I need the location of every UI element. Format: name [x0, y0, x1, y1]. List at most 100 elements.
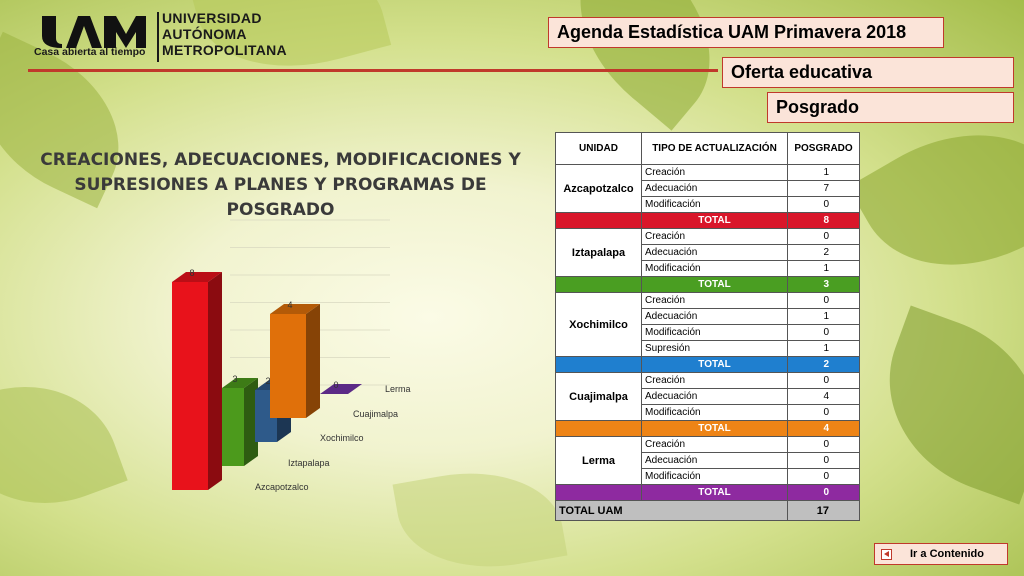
- grand-total-value: 17: [787, 500, 860, 521]
- tipo-cell: Modificación: [641, 468, 788, 485]
- chart-title-line-1: CREACIONES, ADECUACIONES, MODIFICACIONES…: [40, 150, 521, 170]
- ir-a-contenido-button[interactable]: Ir a Contenido: [874, 543, 1008, 565]
- total-spacer-cell: [555, 420, 642, 437]
- total-value-cell: 3: [787, 276, 860, 293]
- table-row: Adecuación 2: [556, 244, 860, 261]
- leaf-decoration: [0, 358, 128, 532]
- posgrado-value-cell: 2: [787, 244, 860, 261]
- table-row: Iztapalapa Creación 0: [555, 228, 860, 277]
- bar-front: [270, 314, 306, 418]
- tipo-cell: Creación: [641, 228, 788, 245]
- total-spacer-cell: [555, 212, 642, 229]
- unit-cell: Iztapalapa: [555, 228, 642, 277]
- tipo-cell: Creación: [641, 292, 788, 309]
- total-row: TOTAL 8: [555, 212, 860, 229]
- tipo-cell: Adecuación: [641, 180, 788, 197]
- unit-cell: Azcapotzalco: [555, 164, 642, 213]
- unit-cell: Xochimilco: [555, 292, 642, 357]
- table-row: Adecuación 0: [556, 452, 860, 469]
- table-row: Azcapotzalco Creación 1: [555, 164, 860, 213]
- data-label: 8: [189, 268, 194, 278]
- tipo-cell: Modificación: [641, 196, 788, 213]
- leaf-decoration: [847, 91, 1024, 309]
- grand-total-label: TOTAL UAM: [555, 500, 788, 521]
- tipo-cell: Modificación: [641, 260, 788, 277]
- agenda-title-box: Agenda Estadística UAM Primavera 2018: [548, 17, 944, 48]
- bar-top: [320, 384, 362, 394]
- uam-logo-mark-icon: [42, 16, 146, 48]
- total-value-cell: 0: [787, 484, 860, 501]
- leaf-decoration: [859, 305, 1024, 505]
- grand-total-row: TOTAL UAM 17: [555, 500, 860, 521]
- logo-name-line-1: UNIVERSIDAD: [162, 10, 262, 26]
- posgrado-value-cell: 0: [787, 436, 860, 453]
- header-posgrado: POSGRADO: [787, 132, 860, 165]
- posgrado-value-cell: 0: [787, 404, 860, 421]
- table-row: Cuajimalpa Creación 0: [555, 372, 860, 421]
- total-label-cell: TOTAL: [641, 212, 788, 229]
- total-spacer-cell: [555, 356, 642, 373]
- total-label-cell: TOTAL: [641, 276, 788, 293]
- category-label: Azcapotzalco: [255, 482, 309, 492]
- tipo-cell: Adecuación: [641, 308, 788, 325]
- table-row: Modificación 0: [556, 324, 860, 341]
- unit-cell: Cuajimalpa: [555, 372, 642, 421]
- total-spacer-cell: [555, 484, 642, 501]
- total-row: TOTAL 0: [555, 484, 860, 501]
- logo-name-line-3: METROPOLITANA: [162, 42, 287, 58]
- tipo-cell: Adecuación: [641, 244, 788, 261]
- data-label: 4: [287, 300, 292, 310]
- category-label: Cuajimalpa: [353, 409, 398, 419]
- tipo-cell: Adecuación: [641, 388, 788, 405]
- tipo-cell: Creación: [641, 436, 788, 453]
- posgrado-value-cell: 1: [787, 308, 860, 325]
- chart-title-line-2: SUPRESIONES A PLANES Y PROGRAMAS DE POSG…: [74, 175, 487, 220]
- tipo-cell: Modificación: [641, 404, 788, 421]
- header-unidad: UNIDAD: [555, 132, 642, 165]
- bar-front: [172, 282, 208, 490]
- logo-name-line-2: AUTÓNOMA: [162, 26, 247, 42]
- posgrado-value-cell: 4: [787, 388, 860, 405]
- bar-chart-3d: 8 Azcapotzalco 3 Iztapalapa 2 Xochimilco 4 Cuaj…: [172, 219, 411, 492]
- tipo-cell: Creación: [641, 164, 788, 181]
- header-tipo: TIPO DE ACTUALIZACIÓN: [641, 132, 788, 165]
- posgrado-value-cell: 0: [787, 196, 860, 213]
- total-row: TOTAL 4: [555, 420, 860, 437]
- table-row: Lerma Creación 0: [555, 436, 860, 485]
- data-label: 0: [333, 380, 338, 390]
- bar-side: [208, 272, 222, 490]
- posgrado-value-cell: 0: [787, 324, 860, 341]
- bar-top: [270, 304, 320, 314]
- ir-a-contenido-label: Ir a Contenido: [910, 548, 984, 560]
- total-value-cell: 2: [787, 356, 860, 373]
- total-value-cell: 4: [787, 420, 860, 437]
- uam-logo: Casa abierta al tiempo UNIVERSIDAD AUTÓN…: [30, 8, 287, 64]
- category-label: Iztapalapa: [288, 458, 330, 468]
- posgrado-value-cell: 7: [787, 180, 860, 197]
- tipo-cell: Supresión: [641, 340, 788, 357]
- logo-separator: [157, 12, 159, 62]
- posgrado-value-cell: 1: [787, 340, 860, 357]
- total-label-cell: TOTAL: [641, 356, 788, 373]
- posgrado-value-cell: 0: [787, 228, 860, 245]
- bar-side: [306, 304, 320, 418]
- total-row: TOTAL 3: [555, 276, 860, 293]
- logo-name: UNIVERSIDAD AUTÓNOMA METROPOLITANA: [162, 10, 287, 58]
- back-arrow-icon: [881, 548, 892, 560]
- table-header-row: UNIDAD TIPO DE ACTUALIZACIÓN POSGRADO: [555, 132, 860, 165]
- header-divider: [28, 69, 718, 72]
- tipo-cell: Modificación: [641, 324, 788, 341]
- oferta-box: Oferta educativa: [722, 57, 1014, 88]
- bar-side: [244, 378, 258, 466]
- bar-front: [222, 388, 244, 466]
- category-label: Lerma: [385, 384, 411, 394]
- data-label: 2: [265, 376, 270, 386]
- posgrado-value-cell: 0: [787, 292, 860, 309]
- table-row: Adecuación 4: [556, 388, 860, 405]
- total-label-cell: TOTAL: [641, 420, 788, 437]
- total-label-cell: TOTAL: [641, 484, 788, 501]
- chart-title: CREACIONES, ADECUACIONES, MODIFICACIONES…: [38, 148, 523, 223]
- total-spacer-cell: [555, 276, 642, 293]
- total-value-cell: 8: [787, 212, 860, 229]
- tipo-cell: Creación: [641, 372, 788, 389]
